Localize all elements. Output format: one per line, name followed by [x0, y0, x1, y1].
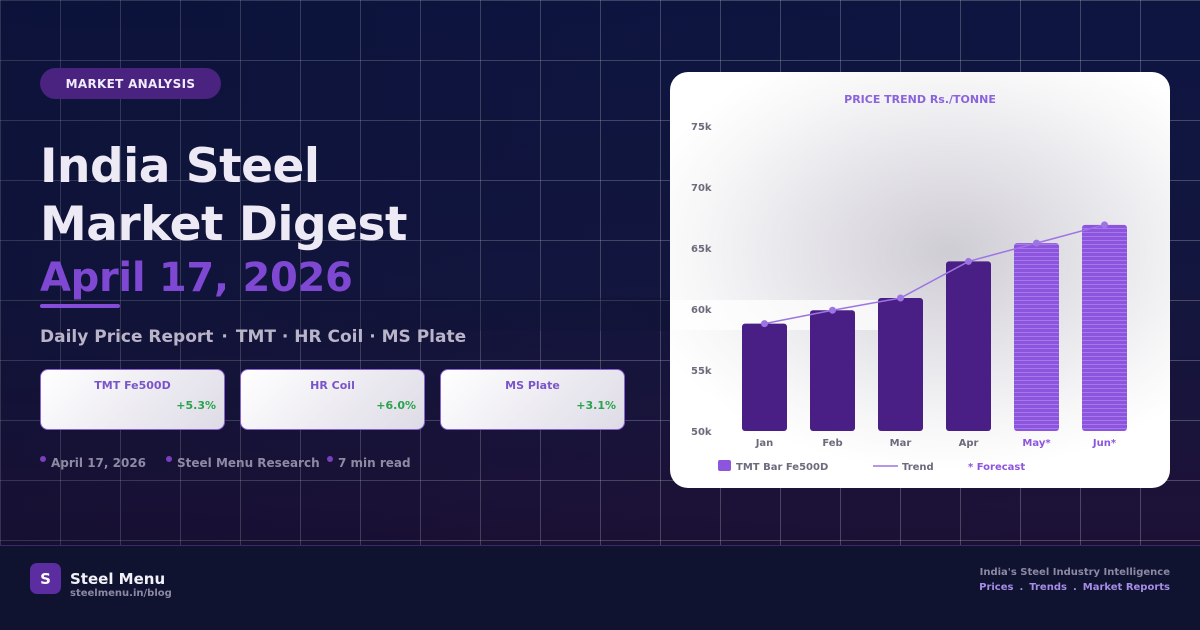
x-tick-label: May*: [1022, 438, 1051, 449]
chart-title: PRICE TREND Rs./TONNE: [844, 93, 996, 106]
date-heading: April 17, 2026: [40, 255, 353, 301]
y-tick-label: 65k: [691, 244, 712, 255]
price-chart: 75k 70k 65k 60k 55k 50k Jan Feb Mar Apr May* Jun* TM…: [691, 122, 1127, 473]
x-tick-label: Apr: [959, 438, 979, 449]
footer-link-separator: .: [1072, 582, 1077, 593]
trend-point: [897, 294, 904, 302]
y-tick-label: 75k: [691, 122, 712, 133]
brand-url[interactable]: steelmenu.in/blog: [70, 588, 172, 599]
meta-date: April 17, 2026: [40, 456, 147, 470]
stat-label: HR Coil: [310, 379, 355, 392]
bar: [878, 298, 923, 431]
y-tick-label: 50k: [691, 427, 712, 438]
legend-forecast-label: * Forecast: [968, 462, 1025, 473]
brand-name[interactable]: Steel Menu: [70, 570, 166, 588]
x-tick-label: Feb: [822, 438, 842, 449]
legend-bar-label: TMT Bar Fe500D: [736, 462, 828, 473]
page-title: India Steel Market Digest: [40, 138, 407, 254]
bar: [1014, 243, 1059, 431]
footer-link-trends[interactable]: Trends: [1029, 582, 1067, 593]
trend-point: [1101, 221, 1108, 229]
footer-link-market-reports[interactable]: Market Reports: [1082, 582, 1170, 593]
meta-author: Steel Menu Research: [166, 456, 320, 470]
trend-point: [965, 257, 972, 265]
bar: [946, 261, 991, 431]
y-tick-label: 70k: [691, 183, 712, 194]
subtitle-separator: ·: [221, 327, 228, 347]
y-tick-label: 60k: [691, 305, 712, 316]
trend-point: [761, 320, 768, 328]
subtitle-products: TMT · HR Coil · MS Plate: [235, 327, 467, 347]
title-line-2: Market Digest: [40, 197, 407, 252]
trend-point: [1033, 239, 1040, 247]
trend-line: [764, 224, 1105, 325]
meta-read-time-text: 7 min read: [338, 456, 411, 470]
trend-point: [829, 306, 836, 314]
footer-link-prices[interactable]: Prices: [979, 582, 1014, 593]
x-tick-label: Jun*: [1092, 438, 1117, 449]
y-tick-label: 55k: [691, 366, 712, 377]
logo-icon[interactable]: S: [30, 563, 61, 594]
footer-links: Prices. Trends. Market Reports: [979, 582, 1170, 593]
bullet-icon: [166, 456, 172, 462]
title-line-1: India Steel: [40, 139, 320, 194]
footer-link-separator: .: [1019, 582, 1024, 593]
stat-change: +6.0%: [376, 399, 416, 412]
bar: [810, 310, 855, 431]
category-tag: MARKET ANALYSIS: [40, 68, 221, 99]
bar: [1082, 224, 1127, 431]
meta-date-text: April 17, 2026: [51, 456, 147, 470]
price-chart-panel: PRICE TREND Rs./TONNE 75k 70k 65k 60k 55k 50k…: [670, 72, 1170, 488]
stat-change: +5.3%: [176, 399, 216, 412]
stat-label: TMT Fe500D: [94, 379, 171, 392]
meta-author-text: Steel Menu Research: [177, 456, 320, 470]
footer-tagline: India's Steel Industry Intelligence: [979, 567, 1170, 578]
subtitle: Daily Price Report · TMT · HR Coil · MS Pl…: [40, 327, 466, 347]
subtitle-report: Daily Price Report: [40, 327, 214, 347]
meta-read-time: 7 min read: [327, 456, 411, 470]
bullet-icon: [40, 456, 46, 462]
x-tick-label: Jan: [755, 438, 774, 449]
chart-glare: [670, 300, 910, 330]
x-tick-label: Mar: [890, 438, 912, 449]
bar: [742, 323, 787, 431]
stat-card-ms-plate: MS Plate +3.1%: [440, 369, 625, 430]
legend-bar-swatch: [718, 460, 731, 471]
stat-change: +3.1%: [576, 399, 616, 412]
legend-trend-label: Trend: [902, 462, 934, 473]
stat-card-tmt: TMT Fe500D +5.3%: [40, 369, 225, 430]
stat-card-hr-coil: HR Coil +6.0%: [240, 369, 425, 430]
stat-label: MS Plate: [505, 379, 560, 392]
date-underline: [40, 304, 120, 308]
footer: S Steel Menu steelmenu.in/blog India's S…: [0, 545, 1200, 630]
bullet-icon: [327, 456, 333, 462]
